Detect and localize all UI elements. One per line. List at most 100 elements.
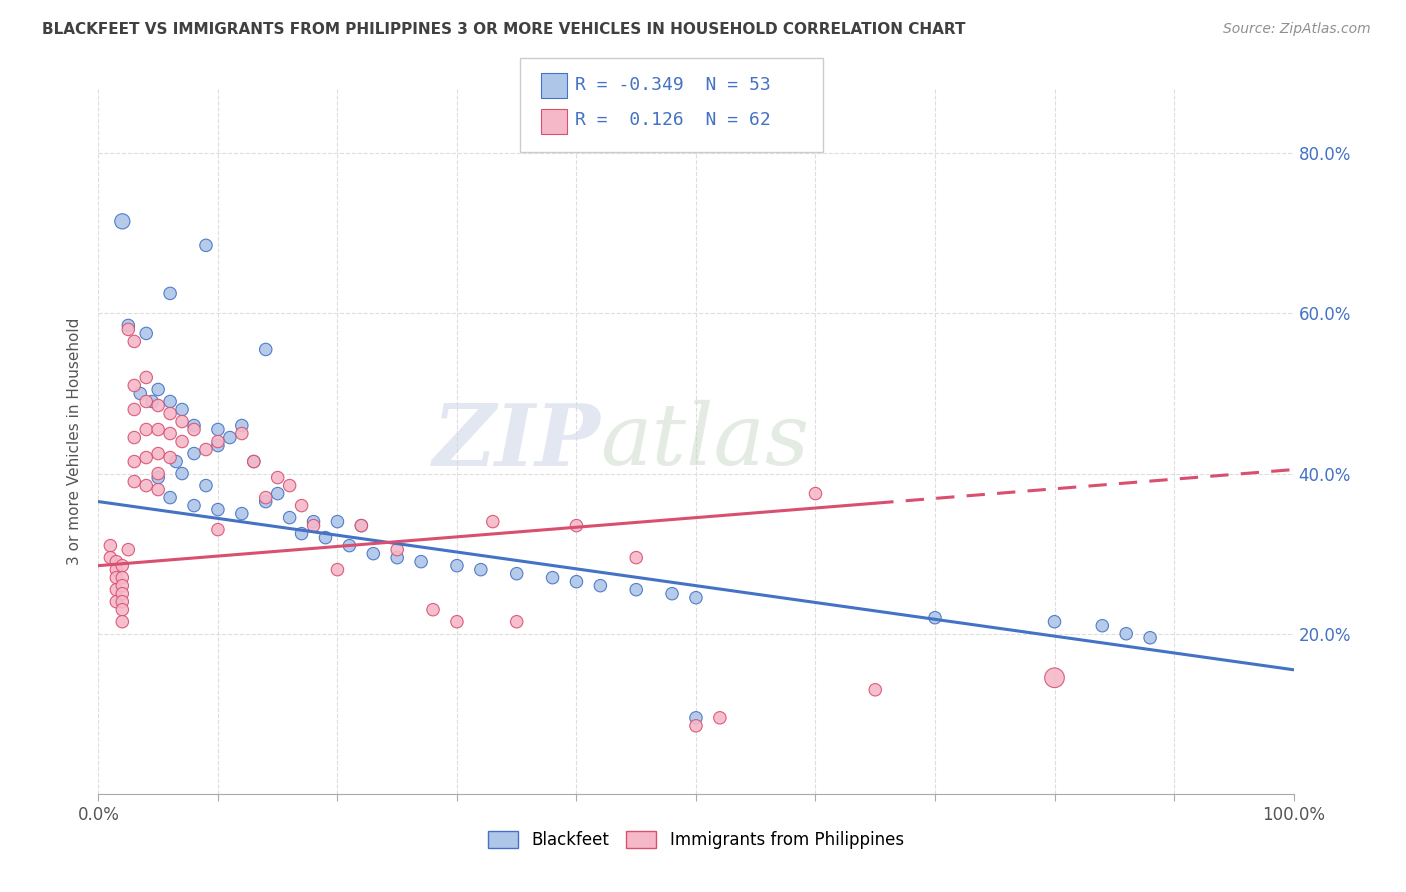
Point: [183, 423, 205, 437]
Point: [207, 438, 229, 452]
Text: BLACKFEET VS IMMIGRANTS FROM PHILIPPINES 3 OR MORE VEHICLES IN HOUSEHOLD CORRELA: BLACKFEET VS IMMIGRANTS FROM PHILIPPINES…: [42, 22, 966, 37]
Point: [506, 615, 529, 629]
Point: [111, 214, 134, 228]
Point: [98, 539, 122, 553]
Point: [124, 378, 146, 392]
Point: [302, 518, 325, 533]
Point: [159, 394, 181, 409]
Point: [267, 470, 290, 484]
Point: [626, 550, 648, 565]
Point: [267, 486, 290, 500]
Point: [135, 478, 157, 492]
Point: [339, 539, 361, 553]
Point: [129, 386, 152, 401]
Point: [1115, 626, 1137, 640]
Point: [207, 434, 229, 449]
Point: [661, 587, 683, 601]
Point: [111, 615, 134, 629]
Point: [350, 518, 373, 533]
Point: [254, 494, 277, 508]
Point: [148, 446, 170, 460]
Point: [709, 711, 731, 725]
Text: R =  0.126  N = 62: R = 0.126 N = 62: [575, 112, 770, 129]
Point: [685, 591, 707, 605]
Point: [326, 515, 349, 529]
Point: [243, 454, 266, 468]
Point: [124, 475, 146, 489]
Point: [422, 603, 444, 617]
Point: [685, 711, 707, 725]
Point: [1139, 631, 1161, 645]
Point: [111, 595, 134, 609]
Point: [1091, 618, 1114, 632]
Point: [326, 563, 349, 577]
Point: [207, 423, 229, 437]
Point: [924, 610, 946, 624]
Point: [124, 334, 146, 349]
Point: [411, 555, 433, 569]
Point: [135, 370, 157, 384]
Point: [148, 467, 170, 481]
Point: [385, 550, 409, 565]
Point: [481, 515, 505, 529]
Text: atlas: atlas: [600, 401, 810, 483]
Point: [105, 595, 128, 609]
Point: [98, 550, 122, 565]
Point: [105, 555, 128, 569]
Point: [124, 454, 146, 468]
Point: [135, 450, 157, 465]
Point: [159, 407, 181, 421]
Point: [195, 238, 218, 252]
Point: [111, 603, 134, 617]
Point: [148, 470, 170, 484]
Point: [124, 431, 146, 445]
Point: [172, 402, 194, 417]
Text: Source: ZipAtlas.com: Source: ZipAtlas.com: [1223, 22, 1371, 37]
Point: [219, 431, 242, 445]
Legend: Blackfeet, Immigrants from Philippines: Blackfeet, Immigrants from Philippines: [482, 824, 910, 856]
Point: [159, 491, 181, 505]
Point: [135, 423, 157, 437]
Point: [243, 454, 266, 468]
Point: [183, 418, 205, 433]
Point: [159, 450, 181, 465]
Point: [1043, 615, 1066, 629]
Point: [446, 615, 468, 629]
Point: [111, 571, 134, 585]
Point: [117, 318, 139, 333]
Point: [385, 542, 409, 557]
Point: [626, 582, 648, 597]
Point: [148, 483, 170, 497]
Point: [506, 566, 529, 581]
Point: [291, 526, 314, 541]
Point: [141, 394, 163, 409]
Point: [865, 682, 887, 697]
Point: [148, 383, 170, 397]
Point: [446, 558, 468, 573]
Point: [589, 579, 612, 593]
Point: [350, 518, 373, 533]
Point: [135, 326, 157, 341]
Point: [685, 719, 707, 733]
Point: [159, 426, 181, 441]
Point: [278, 510, 301, 524]
Point: [111, 579, 134, 593]
Point: [117, 542, 139, 557]
Point: [111, 558, 134, 573]
Point: [254, 343, 277, 357]
Point: [111, 587, 134, 601]
Point: [117, 322, 139, 336]
Point: [105, 582, 128, 597]
Point: [148, 399, 170, 413]
Point: [148, 423, 170, 437]
Point: [254, 491, 277, 505]
Point: [1043, 671, 1066, 685]
Point: [105, 563, 128, 577]
Point: [278, 478, 301, 492]
Point: [231, 426, 253, 441]
Point: [804, 486, 827, 500]
Point: [172, 415, 194, 429]
Point: [470, 563, 492, 577]
Point: [195, 478, 218, 492]
Point: [172, 467, 194, 481]
